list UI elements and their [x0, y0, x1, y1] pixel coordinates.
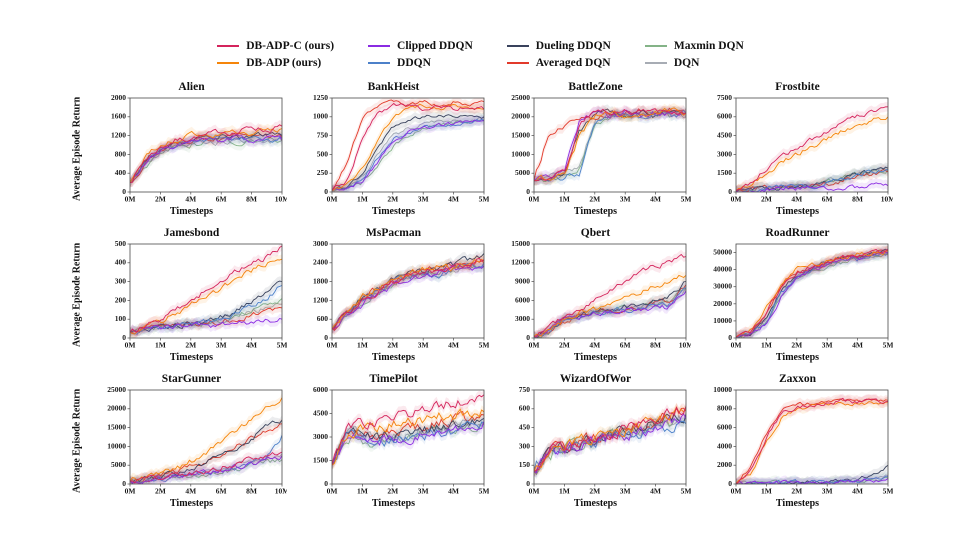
legend-label: Clipped DDQN — [397, 40, 473, 52]
legend-item-dueling-ddqn: Dueling DDQN — [506, 40, 611, 52]
legend-line-swatch — [368, 62, 391, 64]
subplot-roadrunner: RoadRunner Timesteps — [700, 226, 896, 364]
line-chart-canvas — [298, 240, 489, 352]
subplot-jamesbond: Jamesbond Timesteps — [94, 226, 290, 364]
x-axis-label: Timesteps — [775, 352, 820, 363]
legend-item-db-adp: DB-ADP (ours) — [217, 57, 334, 69]
x-axis-label: Timesteps — [573, 206, 618, 217]
chart-row-2: Average Episode Return Jamesbond Timeste… — [66, 225, 896, 365]
legend-label: DDQN — [397, 57, 431, 69]
legend-item-ddqn: DDQN — [368, 57, 473, 69]
line-chart-canvas — [500, 240, 691, 352]
x-axis-label: Timesteps — [573, 352, 618, 363]
legend-label: DB-ADP-C (ours) — [246, 40, 335, 52]
subplot-frostbite: Frostbite Timesteps — [700, 80, 896, 218]
legend-line-swatch — [644, 62, 667, 64]
x-axis-label: Timesteps — [169, 206, 214, 217]
chart-title: Alien — [178, 81, 205, 93]
chart-title: MsPacman — [366, 227, 421, 239]
legend-item-db-adp-c: DB-ADP-C (ours) — [217, 40, 334, 52]
line-chart-canvas — [96, 94, 287, 206]
x-axis-label: Timesteps — [371, 206, 416, 217]
line-chart-canvas — [500, 386, 691, 498]
legend-label: Maxmin DQN — [673, 40, 744, 52]
legend-label: Averaged DQN — [535, 57, 611, 69]
chart-title: StarGunner — [161, 373, 222, 385]
chart-title: BattleZone — [568, 81, 623, 93]
x-axis-label: Timesteps — [371, 352, 416, 363]
legend-item-averaged-dqn: Averaged DQN — [506, 57, 611, 69]
x-axis-label: Timesteps — [371, 498, 416, 509]
line-chart-canvas — [500, 94, 691, 206]
line-chart-canvas — [702, 240, 893, 352]
y-axis-label: Average Episode Return — [71, 242, 82, 348]
x-axis-label: Timesteps — [573, 498, 618, 509]
x-axis-label: Timesteps — [775, 206, 820, 217]
x-axis-label: Timesteps — [169, 498, 214, 509]
legend-item-clipped-ddqn: Clipped DDQN — [368, 40, 473, 52]
chart-title: WizardOfWor — [559, 373, 632, 385]
chart-title: Zaxxon — [778, 373, 817, 385]
legend-line-swatch — [506, 45, 529, 47]
chart-title: BankHeist — [367, 81, 420, 93]
subplot-battlezone: BattleZone Timesteps — [498, 80, 694, 218]
chart-row-1: Average Episode Return Alien Timesteps B… — [66, 79, 896, 219]
chart-title: Frostbite — [775, 81, 820, 93]
legend-line-swatch — [217, 45, 240, 47]
line-chart-canvas — [702, 94, 893, 206]
subplot-wizardofwor: WizardOfWor Timesteps — [498, 372, 694, 510]
chart-title: RoadRunner — [765, 227, 830, 239]
legend-line-swatch — [644, 45, 667, 47]
line-chart-canvas — [298, 386, 489, 498]
legend-line-swatch — [506, 62, 529, 64]
legend-label: DQN — [673, 57, 700, 69]
x-axis-label: Timesteps — [775, 498, 820, 509]
line-chart-canvas — [702, 386, 893, 498]
subplot-qbert: Qbert Timesteps — [498, 226, 694, 364]
chart-title: Jamesbond — [163, 227, 220, 239]
legend-label: Dueling DDQN — [535, 40, 611, 52]
line-chart-canvas — [96, 240, 287, 352]
line-chart-canvas — [298, 94, 489, 206]
subplot-mspacman: MsPacman Timesteps — [296, 226, 492, 364]
subplot-bankheist: BankHeist Timesteps — [296, 80, 492, 218]
y-axis-label: Average Episode Return — [71, 96, 82, 202]
line-chart-canvas — [96, 386, 287, 498]
subplot-timepilot: TimePilot Timesteps — [296, 372, 492, 510]
x-axis-label: Timesteps — [169, 352, 214, 363]
legend-line-swatch — [217, 62, 240, 64]
chart-row-3: Average Episode Return StarGunner Timest… — [66, 371, 896, 511]
legend-label: DB-ADP (ours) — [246, 57, 322, 69]
subplot-stargunner: StarGunner Timesteps — [94, 372, 290, 510]
chart-title: Qbert — [580, 227, 611, 239]
chart-title: TimePilot — [369, 373, 418, 385]
legend-item-dqn: DQN — [644, 57, 744, 69]
legend-item-maxmin-dqn: Maxmin DQN — [644, 40, 744, 52]
y-axis-label: Average Episode Return — [71, 388, 82, 494]
legend: DB-ADP-C (ours) Clipped DDQN Dueling DDQ… — [66, 40, 896, 69]
subplot-alien: Alien Timesteps — [94, 80, 290, 218]
subplot-zaxxon: Zaxxon Timesteps — [700, 372, 896, 510]
figure-container: DB-ADP-C (ours) Clipped DDQN Dueling DDQ… — [66, 40, 896, 517]
legend-line-swatch — [368, 45, 391, 47]
